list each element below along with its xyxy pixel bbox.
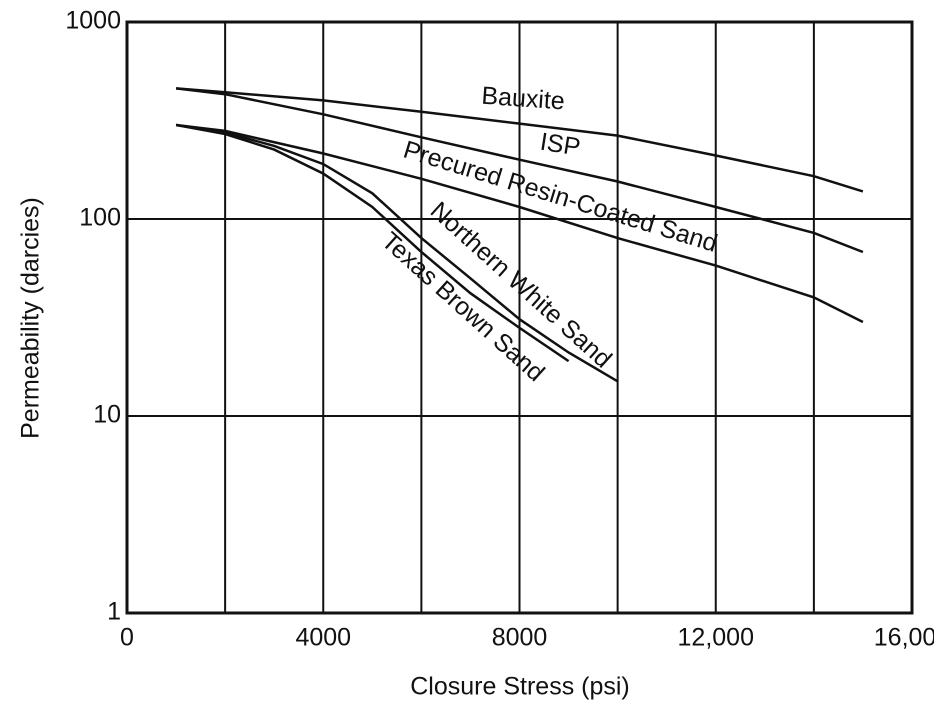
x-tick-label: 12,000 [678, 624, 754, 652]
x-tick-label: 16,000 [874, 624, 934, 652]
x-axis-title: Closure Stress (psi) [410, 673, 630, 701]
line [176, 87, 864, 193]
y-tick-label: 100 [79, 204, 121, 232]
plot-frame [125, 20, 914, 615]
x-tick-label: 8000 [492, 624, 548, 652]
y-tick-label: 10 [93, 401, 121, 429]
line [175, 123, 864, 324]
series-label: ISP [538, 128, 582, 162]
series-label: Bauxite [481, 82, 566, 116]
x-tick-label: 4000 [295, 624, 351, 652]
y-axis-title: Permeability (darcies) [17, 197, 45, 439]
line [175, 123, 570, 363]
line [175, 87, 864, 254]
x-tick-label: 0 [120, 624, 134, 652]
y-tick-label: 1 [107, 598, 121, 626]
y-tick-label: 1000 [65, 7, 121, 35]
line [175, 123, 619, 383]
